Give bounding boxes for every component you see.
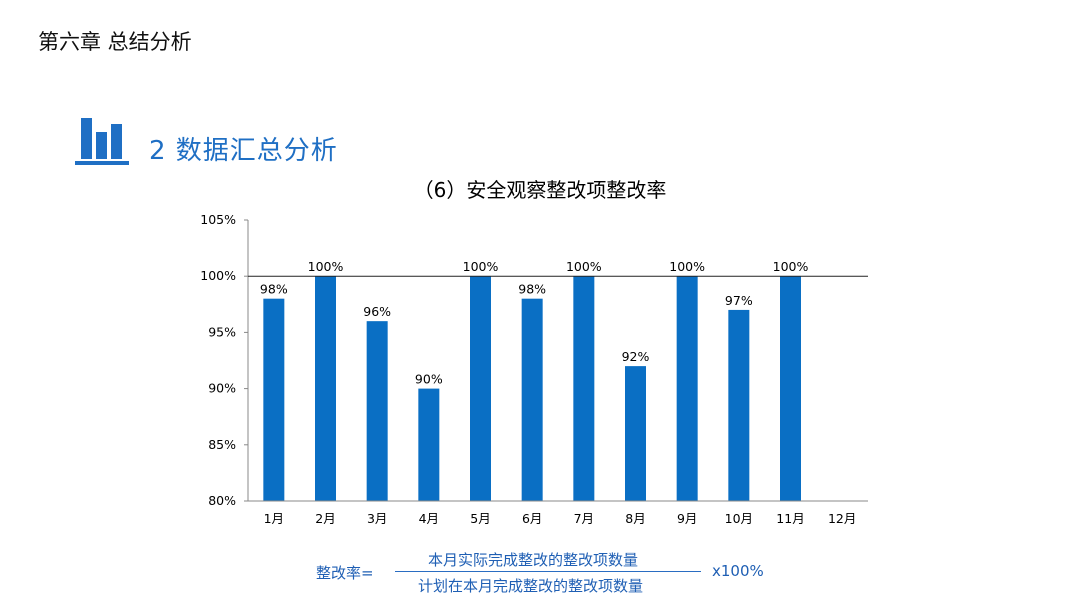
fraction-line [395,571,701,572]
x-tick-label: 10月 [725,511,753,526]
bar [625,366,646,501]
y-axis: 80% 85% 90% 95% 100% 105% [200,212,249,508]
x-tick-label: 12月 [828,511,856,526]
bar [315,276,336,501]
y-tick-label: 100% [200,268,236,283]
bar [366,321,388,501]
chapter-title: 第六章 总结分析 [38,30,192,54]
bar [263,298,285,501]
data-label: 98% [518,282,546,297]
x-tick-label: 8月 [625,511,645,526]
data-label: 96% [363,304,391,319]
y-tick-label: 80% [208,493,236,508]
x-tick-label: 4月 [419,511,439,526]
bar [780,276,801,501]
bar [470,276,491,501]
bar [676,276,698,501]
bar [418,388,440,501]
data-label: 92% [622,349,650,364]
formula-lhs: 整改率= [316,564,374,582]
data-label: 100% [773,259,809,274]
y-tick-label: 105% [200,212,236,227]
data-label: 98% [260,282,288,297]
x-tick-label: 3月 [367,511,387,526]
bar [728,309,750,501]
y-tick-label: 85% [208,437,236,452]
bar [573,276,595,501]
x-tick-label: 2月 [315,511,335,526]
data-label: 100% [463,259,499,274]
data-label: 100% [669,259,705,274]
bar [521,298,543,501]
section-title: 2 数据汇总分析 [149,136,338,166]
x-tick-label: 11月 [776,511,804,526]
x-axis: 1月 2月 3月 4月 5月 6月 7月 8月 9月 10月 11月 12月 [248,500,868,526]
data-label: 90% [415,372,443,387]
formula-denominator: 计划在本月完成整改的整改项数量 [418,577,644,595]
y-tick-label: 90% [208,381,236,396]
formula-numerator: 本月实际完成整改的整改项数量 [428,551,639,569]
chart-title: （6）安全观察整改项整改率 [414,178,667,202]
x-tick-label: 7月 [574,511,594,526]
bar-series: 98% 100% 96% 90% 100% 98% 100% 92% 100% 97% 100% [248,259,868,501]
x-tick-label: 9月 [677,511,697,526]
bar-chart-icon [75,118,129,165]
data-label: 97% [725,293,753,308]
x-tick-label: 1月 [264,511,284,526]
x-tick-label: 6月 [522,511,542,526]
x-tick-label: 5月 [470,511,490,526]
y-tick-label: 95% [208,324,236,339]
data-label: 100% [566,259,602,274]
formula-multiplier: x100% [712,562,764,580]
data-label: 100% [308,259,344,274]
